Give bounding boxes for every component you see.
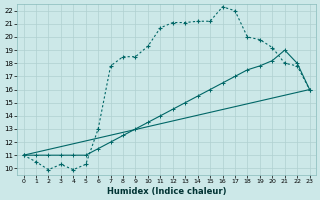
X-axis label: Humidex (Indice chaleur): Humidex (Indice chaleur) — [107, 187, 226, 196]
